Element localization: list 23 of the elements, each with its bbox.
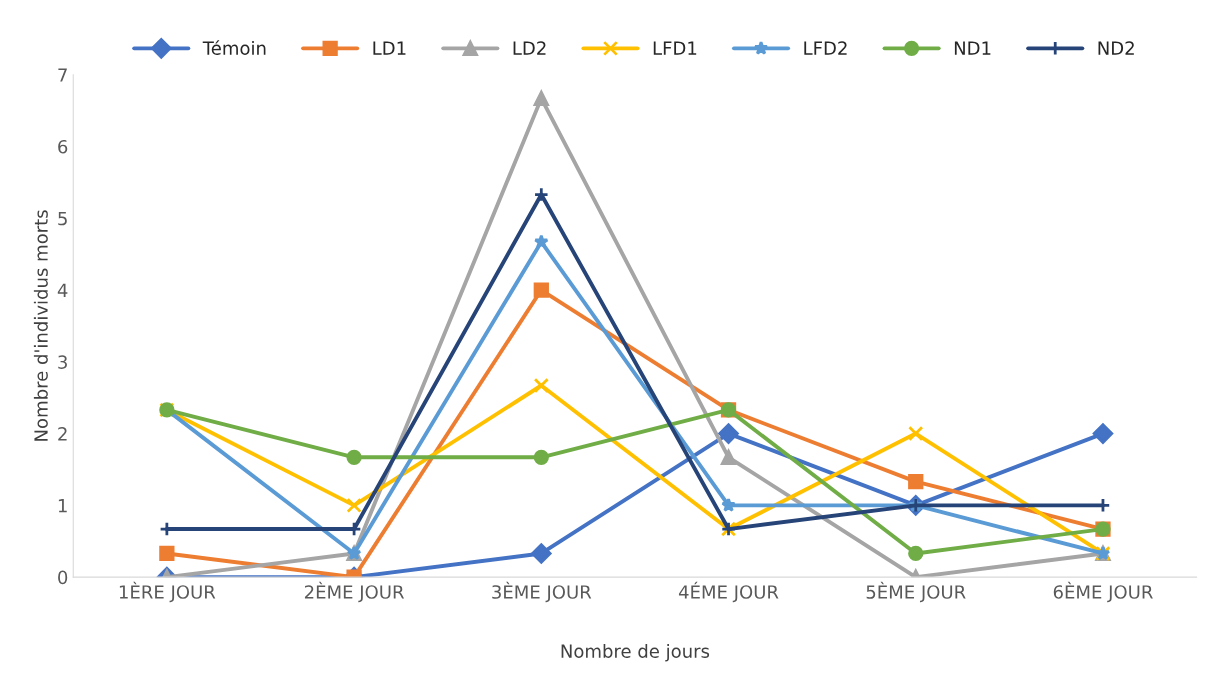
x-tick-label: 1ÈRE JOUR [119, 581, 216, 603]
legend-label: LD2 [513, 41, 546, 55]
y-tick-label: 2 [58, 427, 67, 441]
x-axis-title: Nombre de jours [561, 644, 710, 662]
y-tick-label: 0 [58, 570, 68, 585]
y-tick-label: 4 [57, 283, 68, 297]
x-tick-label: 2ÈME JOUR [304, 581, 405, 603]
y-axis-title: Nombre d'individus morts [33, 210, 48, 441]
y-tick-label: 7 [58, 68, 67, 82]
legend-label: LFD1 [653, 41, 697, 55]
legend-label: LD1 [373, 41, 406, 55]
x-tick-label: 5ÈME JOUR [866, 581, 966, 603]
legend-label: Témoin [202, 40, 266, 55]
y-tick-label: 6 [58, 139, 68, 154]
x-tick-label: 4ÉME JOUR [678, 581, 779, 603]
legend-label: ND1 [954, 41, 991, 55]
legend-label: ND2 [1098, 41, 1134, 55]
y-tick-label: 1 [58, 499, 67, 513]
x-tick-label: 6ÈME JOUR [1053, 581, 1153, 603]
y-tick-label: 3 [58, 355, 67, 369]
x-tick-label: 3ÈME JOUR [492, 581, 592, 603]
y-tick-label: 5 [58, 211, 67, 226]
legend-label: LFD2 [804, 41, 847, 55]
